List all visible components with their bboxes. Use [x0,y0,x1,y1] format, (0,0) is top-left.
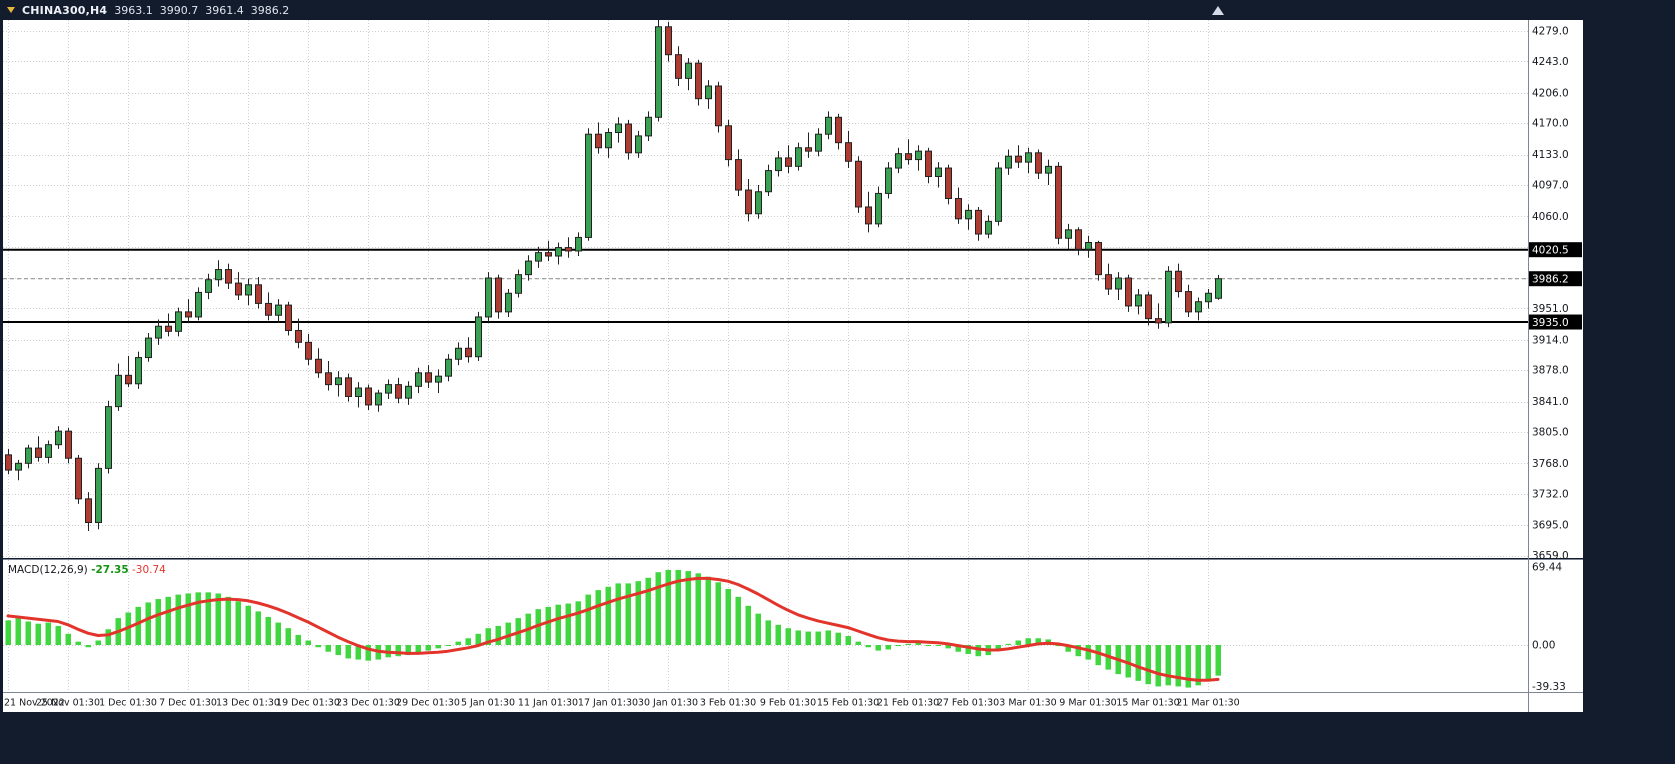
ohlc-open-value: 3963.1 [114,3,153,17]
svg-text:4097.0: 4097.0 [1532,179,1569,191]
price-axis-labels: 4279.0 4243.0 4206.0 4170.0 4133.0 4097.0 4060… [1532,25,1569,693]
svg-text:11 Jan 01:30: 11 Jan 01:30 [518,698,578,709]
svg-text:13 Dec 01:30: 13 Dec 01:30 [216,698,280,709]
svg-text:0.00: 0.00 [1532,640,1555,652]
svg-text:29 Dec 01:30: 29 Dec 01:30 [396,698,460,709]
svg-text:25 Nov 01:30: 25 Nov 01:30 [36,698,100,709]
svg-text:3935.0: 3935.0 [1532,317,1569,329]
horizontal-level-lines[interactable] [3,248,1528,324]
svg-text:3986.2: 3986.2 [1532,274,1569,286]
svg-text:9 Mar 01:30: 9 Mar 01:30 [1059,698,1116,709]
ohlc-close-value: 3986.2 [250,3,290,17]
chart-title-bar: CHINA300,H4 3963.1 3990.7 3961.4 3986.2 [0,0,1675,20]
svg-text:4243.0: 4243.0 [1532,56,1569,68]
svg-text:5 Jan 01:30: 5 Jan 01:30 [461,698,515,709]
svg-text:21 Nov 2022: 21 Nov 2022 [4,698,65,709]
svg-text:3841.0: 3841.0 [1532,396,1569,408]
candlestick-series [5,19,1222,531]
svg-text:4020.5: 4020.5 [1532,244,1569,256]
svg-text:69.44: 69.44 [1532,562,1562,574]
svg-text:4133.0: 4133.0 [1532,149,1569,161]
svg-text:3 Feb 01:30: 3 Feb 01:30 [700,698,756,709]
svg-text:1 Dec 01:30: 1 Dec 01:30 [99,698,157,709]
svg-text:4206.0: 4206.0 [1532,87,1569,99]
ohlc-low-value: 3961.4 [205,3,244,17]
svg-text:4060.0: 4060.0 [1532,211,1569,223]
svg-text:3 Mar 01:30: 3 Mar 01:30 [999,698,1056,709]
price-badges: 4020.5 3935.0 3986.2 [1529,242,1582,330]
svg-text:3695.0: 3695.0 [1532,520,1569,532]
svg-text:27 Feb 01:30: 27 Feb 01:30 [937,698,999,709]
symbol-timeframe-label: CHINA300,H4 [22,3,108,17]
svg-text:3732.0: 3732.0 [1532,488,1569,500]
svg-text:21 Mar 01:30: 21 Mar 01:30 [1176,698,1239,709]
svg-text:19 Dec 01:30: 19 Dec 01:30 [276,698,340,709]
svg-text:3768.0: 3768.0 [1532,458,1569,470]
svg-text:-39.33: -39.33 [1532,681,1566,693]
svg-text:3914.0: 3914.0 [1532,334,1569,346]
svg-text:21 Feb 01:30: 21 Feb 01:30 [877,698,939,709]
macd-signal-line [6,576,1220,682]
svg-text:23 Dec 01:30: 23 Dec 01:30 [336,698,400,709]
symbol-marker-icon[interactable] [7,7,15,13]
svg-text:4279.0: 4279.0 [1532,25,1569,37]
svg-text:30 Jan 01:30: 30 Jan 01:30 [638,698,698,709]
svg-text:17 Jan 01:30: 17 Jan 01:30 [578,698,638,709]
macd-caption: MACD(12,26,9) -27.35 -30.74 [8,564,166,576]
svg-text:3659.0: 3659.0 [1532,550,1569,562]
svg-text:4170.0: 4170.0 [1532,118,1569,130]
svg-text:15 Mar 01:30: 15 Mar 01:30 [1116,698,1179,709]
svg-text:9 Feb 01:30: 9 Feb 01:30 [760,698,816,709]
svg-text:15 Feb 01:30: 15 Feb 01:30 [817,698,879,709]
pane-separators [3,20,1583,712]
chart-shift-marker-icon[interactable] [1212,6,1224,15]
svg-text:3951.0: 3951.0 [1532,303,1569,315]
price-pane[interactable] [3,20,1583,558]
svg-text:3805.0: 3805.0 [1532,427,1569,439]
svg-text:7 Dec 01:30: 7 Dec 01:30 [159,698,217,709]
ohlc-high-value: 3990.7 [159,3,199,17]
time-axis [3,692,1583,712]
svg-text:3878.0: 3878.0 [1532,365,1569,377]
